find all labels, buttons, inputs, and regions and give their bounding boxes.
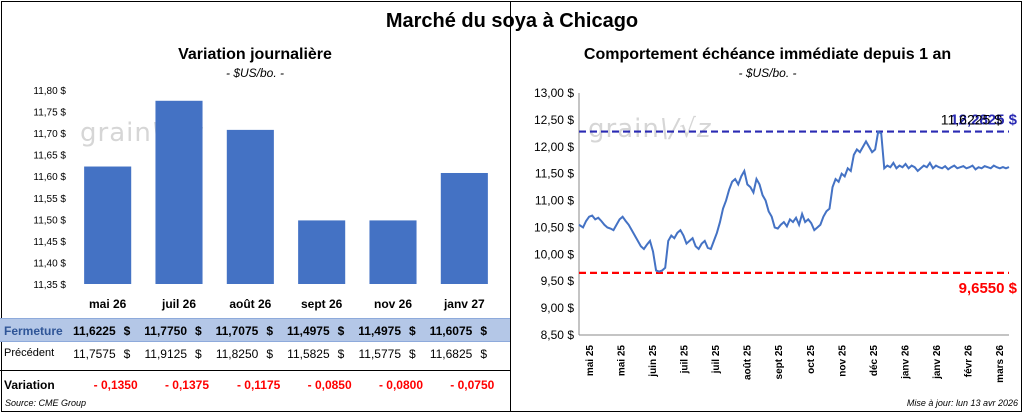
currency-symbol: $ bbox=[195, 324, 202, 338]
table-cell: 11,8250 bbox=[215, 347, 259, 361]
x-tick-label: janv 26 bbox=[900, 345, 911, 380]
x-tick-label: nov 26 bbox=[374, 297, 412, 311]
y-tick-label: 11,60 $ bbox=[33, 172, 66, 183]
x-tick-label: mai 26 bbox=[89, 297, 127, 311]
currency-symbol: $ bbox=[480, 347, 488, 361]
x-tick-label: juin 25 bbox=[648, 345, 659, 378]
y-tick-label: 13,00 $ bbox=[534, 86, 574, 100]
y-tick-label: 10,00 $ bbox=[534, 247, 574, 261]
x-tick-label: juil 26 bbox=[161, 297, 196, 311]
low-reference-label: 9,6550 $ bbox=[959, 280, 1018, 297]
bar bbox=[226, 129, 274, 284]
currency-symbol: $ bbox=[266, 324, 274, 338]
x-tick-label: août 25 bbox=[743, 345, 754, 380]
currency-symbol: $ bbox=[409, 347, 416, 361]
bar bbox=[84, 166, 132, 284]
row-label: Précédent bbox=[4, 347, 55, 359]
row-label: Variation bbox=[4, 378, 55, 392]
currency-symbol: $ bbox=[123, 324, 131, 338]
y-tick-label: 11,40 $ bbox=[33, 258, 66, 269]
y-tick-label: 12,00 $ bbox=[534, 140, 574, 154]
x-tick-label: mai 25 bbox=[585, 345, 596, 377]
x-tick-label: janv 27 bbox=[443, 297, 485, 311]
x-tick-label: sept 26 bbox=[301, 297, 343, 311]
x-tick-label: août 26 bbox=[229, 297, 271, 311]
currency-symbol: $ bbox=[195, 347, 202, 361]
table-row-precedent: Précédent 11,7575 $11,9125 $11,8250 $11,582… bbox=[0, 342, 510, 366]
table-row-fermeture: Fermeture 11,6225 $11,7750 $11,7075 $11,497… bbox=[0, 318, 510, 342]
x-tick-label: juil 25 bbox=[711, 345, 722, 375]
bar bbox=[440, 172, 488, 284]
currency-symbol: $ bbox=[480, 324, 488, 338]
table-cell: 11,4975 bbox=[286, 324, 330, 338]
y-tick-label: 8,50 $ bbox=[541, 328, 575, 342]
table-cell: - 0,0850 bbox=[307, 378, 352, 392]
table-cell: - 0,0800 bbox=[378, 378, 423, 392]
currency-symbol: $ bbox=[123, 347, 131, 361]
x-tick-label: mars 26 bbox=[995, 345, 1006, 383]
y-tick-label: 11,70 $ bbox=[33, 129, 66, 140]
y-tick-label: 11,35 $ bbox=[33, 280, 66, 291]
currency-symbol: $ bbox=[409, 324, 416, 338]
price-line bbox=[578, 130, 1010, 273]
grainwiz-watermark-right: grain\/√z bbox=[588, 114, 712, 144]
y-tick-label: 9,50 $ bbox=[541, 274, 575, 288]
y-tick-label: 9,00 $ bbox=[541, 301, 575, 315]
left-chart-subtitle: - $US/bo. - bbox=[225, 66, 285, 80]
table-cell: 11,7575 bbox=[73, 347, 116, 361]
table-cell: 11,9125 bbox=[144, 347, 188, 361]
bar-chart: 11,35 $ 11,40 $ 11,45 $ 11,50 $ 11,55 $ 11,60… bbox=[33, 86, 488, 311]
right-chart-subtitle: - $US/bo. - bbox=[738, 66, 797, 80]
line-chart: 8,50 $ 9,00 $ 9,50 $ 10,00 $ 10,50 $ 11,00 $ 1… bbox=[534, 86, 1018, 383]
table-cell: 11,5775 bbox=[358, 347, 402, 361]
bar bbox=[155, 100, 203, 285]
x-tick-label: oct 25 bbox=[806, 345, 817, 374]
bar bbox=[298, 220, 346, 284]
y-tick-label: 10,50 $ bbox=[534, 220, 574, 234]
y-tick-label: 11,75 $ bbox=[33, 108, 66, 119]
table-cell: - 0,0750 bbox=[450, 378, 495, 392]
y-tick-label: 11,65 $ bbox=[33, 151, 66, 162]
update-note: Mise à jour: lun 13 avr 2026 bbox=[906, 398, 1018, 408]
high-reference-label: 12,2825 $ bbox=[950, 112, 1017, 129]
currency-symbol: $ bbox=[337, 324, 345, 338]
y-tick-label: 11,45 $ bbox=[33, 237, 66, 248]
y-tick-label: 11,50 $ bbox=[535, 167, 574, 181]
table-cell: - 0,1175 bbox=[236, 378, 281, 392]
y-tick-label: 12,50 $ bbox=[534, 113, 574, 127]
y-tick-label: 11,80 $ bbox=[33, 86, 66, 97]
table-cell: 11,5825 bbox=[287, 347, 330, 361]
table-cell: 11,6075 bbox=[429, 324, 473, 338]
x-tick-label: mai 25 bbox=[617, 345, 628, 377]
panel-divider bbox=[510, 1, 511, 412]
last-value-annotation: 11,6225 $ bbox=[941, 112, 1002, 128]
currency-symbol: $ bbox=[266, 347, 274, 361]
x-tick-label: juil 25 bbox=[680, 345, 691, 375]
currency-symbol: $ bbox=[337, 347, 345, 361]
x-tick-label: déc 25 bbox=[869, 345, 880, 377]
y-tick-label: 11,00 $ bbox=[535, 194, 574, 208]
x-tick-label: janv 26 bbox=[932, 345, 943, 380]
source-note: Source: CME Group bbox=[5, 398, 87, 408]
y-tick-label: 11,55 $ bbox=[33, 194, 66, 205]
table-cell: 11,6825 bbox=[429, 347, 473, 361]
x-tick-label: sept 25 bbox=[774, 345, 785, 380]
left-chart-title: Variation journalière bbox=[178, 46, 332, 63]
x-tick-label: nov 25 bbox=[837, 345, 848, 377]
table-cell: 11,6225 bbox=[72, 324, 116, 338]
right-chart-title: Comportement échéance immédiate depuis 1… bbox=[583, 46, 952, 63]
table-cell: 11,7075 bbox=[215, 324, 259, 338]
table-cell: 11,7750 bbox=[144, 324, 187, 338]
table-row-variation: Variation - 0,1350 - 0,1375 - 0,1175 - 0,08… bbox=[0, 370, 510, 396]
bar bbox=[369, 220, 417, 284]
x-tick-label: févr 26 bbox=[963, 345, 974, 378]
row-label: Fermeture bbox=[4, 324, 63, 338]
table-cell: - 0,1350 bbox=[93, 378, 138, 392]
y-tick-label: 11,50 $ bbox=[33, 215, 66, 226]
main-title: Marché du soya à Chicago bbox=[385, 10, 639, 32]
table-cell: - 0,1375 bbox=[164, 378, 209, 392]
table-cell: 11,4975 bbox=[358, 324, 401, 338]
